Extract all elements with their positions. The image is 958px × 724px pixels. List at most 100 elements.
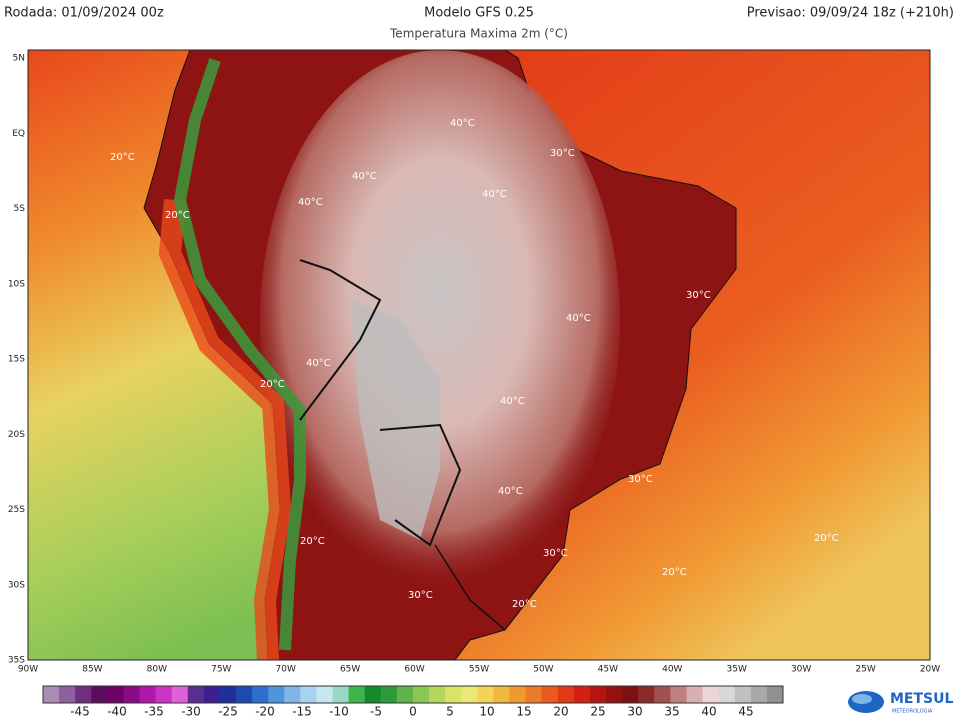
colorbar-cell	[509, 686, 527, 703]
contour-label: 30°C	[628, 474, 653, 485]
colorbar-label: -10	[329, 705, 349, 719]
lon-label: 20W	[920, 665, 940, 675]
colorbar-label: 35	[664, 705, 679, 719]
logo: METSUL METEOROLOGIA	[848, 691, 953, 715]
contour-label: 30°C	[550, 148, 575, 159]
colorbar-cell	[364, 686, 382, 703]
colorbar-cell	[525, 686, 543, 703]
lon-label: 50W	[533, 665, 553, 675]
forecast-label: Previsao: 09/09/24 18z (+210h)	[747, 6, 954, 21]
colorbar-cell	[702, 686, 720, 703]
colorbar-label: -15	[292, 705, 312, 719]
colorbar-cell	[429, 686, 446, 703]
lon-label: 30W	[791, 665, 811, 675]
map: 20°C 40°C 30°C 40°C 40°C 20°C 40°C 30°C …	[28, 50, 930, 660]
contour-label: 30°C	[408, 590, 433, 601]
andes	[173, 58, 306, 651]
colorbar-cell	[59, 686, 76, 703]
border	[299, 259, 382, 421]
lon-label: 45W	[598, 665, 618, 675]
colorbar-label: -5	[370, 705, 382, 719]
lat-label: 10S	[8, 279, 25, 289]
run-label: Rodada: 01/09/2024 00z	[4, 6, 164, 21]
lat-label: EQ	[12, 129, 25, 139]
lon-label: 60W	[404, 665, 424, 675]
colorbar-cell	[123, 686, 141, 703]
colorbar-cell	[589, 686, 607, 703]
lat-label: 15S	[8, 355, 25, 365]
lon-label: 80W	[147, 665, 167, 675]
colorbar-label: -35	[144, 705, 164, 719]
logo-highlight	[852, 694, 872, 704]
lon-label: 70W	[276, 665, 296, 675]
logo-tagline: METEOROLOGIA	[892, 709, 933, 715]
contour-label: 20°C	[662, 567, 687, 578]
colorbar-cell	[557, 686, 575, 703]
contour-label: 40°C	[566, 313, 591, 324]
contour-label: 40°C	[450, 118, 475, 129]
colorbar-cell	[203, 686, 221, 703]
colorbar-label: 5	[446, 705, 454, 719]
colorbar-label: 30	[627, 705, 642, 719]
colorbar-label: -40	[107, 705, 127, 719]
lat-label: 20S	[8, 430, 25, 440]
colorbar-cell	[718, 686, 736, 703]
colorbar-cell	[300, 686, 317, 703]
map-frame	[27, 49, 931, 661]
colorbar-label: 45	[738, 705, 753, 719]
border	[379, 423, 462, 547]
variable-label: Temperatura Maxima 2m (°C)	[389, 27, 568, 41]
lon-label: 75W	[211, 665, 231, 675]
colorbar-cell	[236, 686, 253, 703]
colorbar-cell	[734, 686, 752, 703]
colorbar-cell	[332, 686, 350, 703]
colorbar-label: -25	[218, 705, 238, 719]
hot-core	[260, 50, 620, 590]
colorbar-label: 10	[479, 705, 494, 719]
colorbar-cell	[750, 686, 768, 703]
lat-label: 30S	[8, 580, 25, 590]
colorbar-cell	[686, 686, 704, 703]
lat-label: 5S	[14, 204, 26, 214]
colorbar-cell	[348, 686, 366, 703]
lon-label: 85W	[82, 665, 102, 675]
colorbar-cell	[622, 686, 639, 703]
contour-label: 40°C	[482, 189, 507, 200]
lon-label: 65W	[340, 665, 360, 675]
colorbar-cell	[670, 686, 687, 703]
contour-label: 20°C	[260, 379, 285, 390]
colorbar-cell	[284, 686, 301, 703]
colorbar-cell	[139, 686, 157, 703]
lon-label: 40W	[662, 665, 682, 675]
colorbar-cell	[107, 686, 124, 703]
colorbar-label: 20	[553, 705, 568, 719]
contour-label: 30°C	[543, 548, 568, 559]
colorbar-label: 15	[516, 705, 531, 719]
contour-label: 20°C	[300, 536, 325, 547]
colorbar-cell	[316, 686, 334, 703]
colorbar-frame	[42, 685, 784, 704]
colorbar-label: 25	[590, 705, 605, 719]
lat-label: 35S	[8, 656, 25, 666]
colorbar-cell	[766, 686, 784, 703]
colorbar-cell	[43, 686, 60, 703]
model-label: Modelo GFS 0.25	[424, 6, 534, 21]
contour-label: 40°C	[498, 486, 523, 497]
colorbar-label: -45	[70, 705, 90, 719]
logo-name: METSUL	[890, 691, 953, 707]
colorbar-cell	[573, 686, 591, 703]
colorbar-cell	[219, 686, 237, 703]
contour-label: 20°C	[814, 533, 839, 544]
colorbar-label: 0	[409, 705, 417, 719]
colorbar-label: -30	[181, 705, 201, 719]
colorbar-cell	[541, 686, 559, 703]
colorbar-label: 40	[701, 705, 716, 719]
contour-label: 20°C	[512, 599, 537, 610]
andes-slope	[158, 198, 292, 660]
colorbar-cell	[91, 686, 108, 703]
hottest-area	[350, 300, 440, 540]
contour-label: 40°C	[306, 358, 331, 369]
colorbar-cell	[171, 686, 189, 703]
colorbar-cell	[493, 686, 511, 703]
lat-label: 25S	[8, 505, 25, 515]
